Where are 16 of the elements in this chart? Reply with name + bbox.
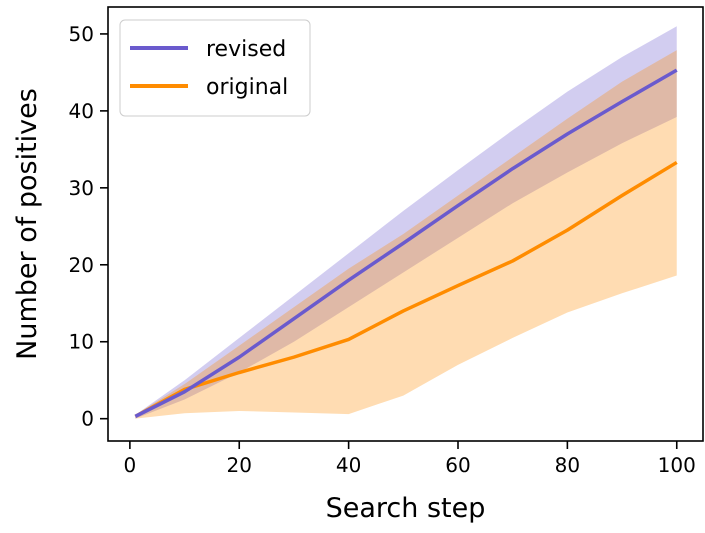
- y-tick-label: 0: [81, 406, 94, 431]
- y-tick-label: 50: [68, 22, 94, 46]
- y-tick-label: 20: [68, 252, 94, 277]
- legend-label: original: [206, 75, 288, 100]
- y-tick-label: 10: [68, 330, 94, 354]
- x-tick-label: 0: [124, 453, 136, 477]
- y-axis-title: Number of positives: [12, 88, 43, 360]
- x-tick-label: 100: [658, 453, 696, 477]
- x-tick-label: 20: [226, 453, 252, 477]
- y-tick-label: 30: [68, 176, 94, 200]
- x-tick-label: 60: [445, 453, 471, 477]
- x-axis-title: Search step: [326, 493, 486, 524]
- legend-label: revised: [206, 37, 286, 62]
- x-tick-label: 80: [554, 453, 580, 477]
- x-tick-label: 40: [336, 453, 362, 477]
- y-tick-label: 40: [68, 98, 94, 123]
